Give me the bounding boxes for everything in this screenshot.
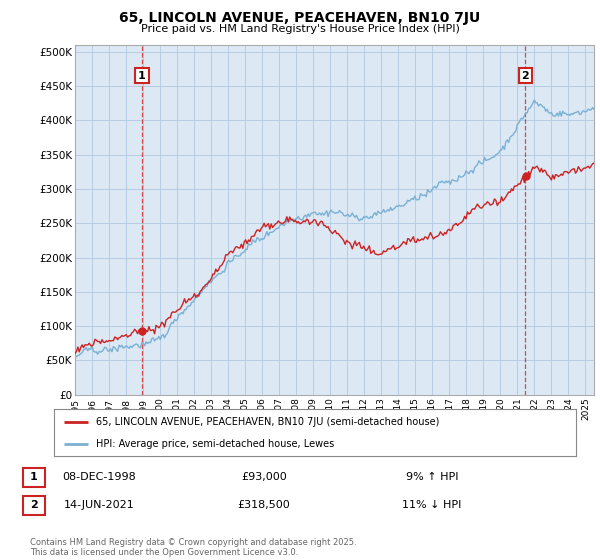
Text: 11% ↓ HPI: 11% ↓ HPI (403, 500, 461, 510)
Text: 2: 2 (521, 71, 529, 81)
Text: 14-JUN-2021: 14-JUN-2021 (64, 500, 134, 510)
Text: 08-DEC-1998: 08-DEC-1998 (62, 472, 136, 482)
Text: 1: 1 (30, 472, 38, 482)
Text: 2: 2 (30, 500, 38, 510)
Text: HPI: Average price, semi-detached house, Lewes: HPI: Average price, semi-detached house,… (96, 438, 334, 449)
Text: 9% ↑ HPI: 9% ↑ HPI (406, 472, 458, 482)
Text: £318,500: £318,500 (238, 500, 290, 510)
Text: 65, LINCOLN AVENUE, PEACEHAVEN, BN10 7JU: 65, LINCOLN AVENUE, PEACEHAVEN, BN10 7JU (119, 11, 481, 25)
Text: Price paid vs. HM Land Registry's House Price Index (HPI): Price paid vs. HM Land Registry's House … (140, 24, 460, 34)
Text: £93,000: £93,000 (241, 472, 287, 482)
Text: 1: 1 (138, 71, 146, 81)
Text: 65, LINCOLN AVENUE, PEACEHAVEN, BN10 7JU (semi-detached house): 65, LINCOLN AVENUE, PEACEHAVEN, BN10 7JU… (96, 417, 439, 427)
Text: Contains HM Land Registry data © Crown copyright and database right 2025.
This d: Contains HM Land Registry data © Crown c… (30, 538, 356, 557)
